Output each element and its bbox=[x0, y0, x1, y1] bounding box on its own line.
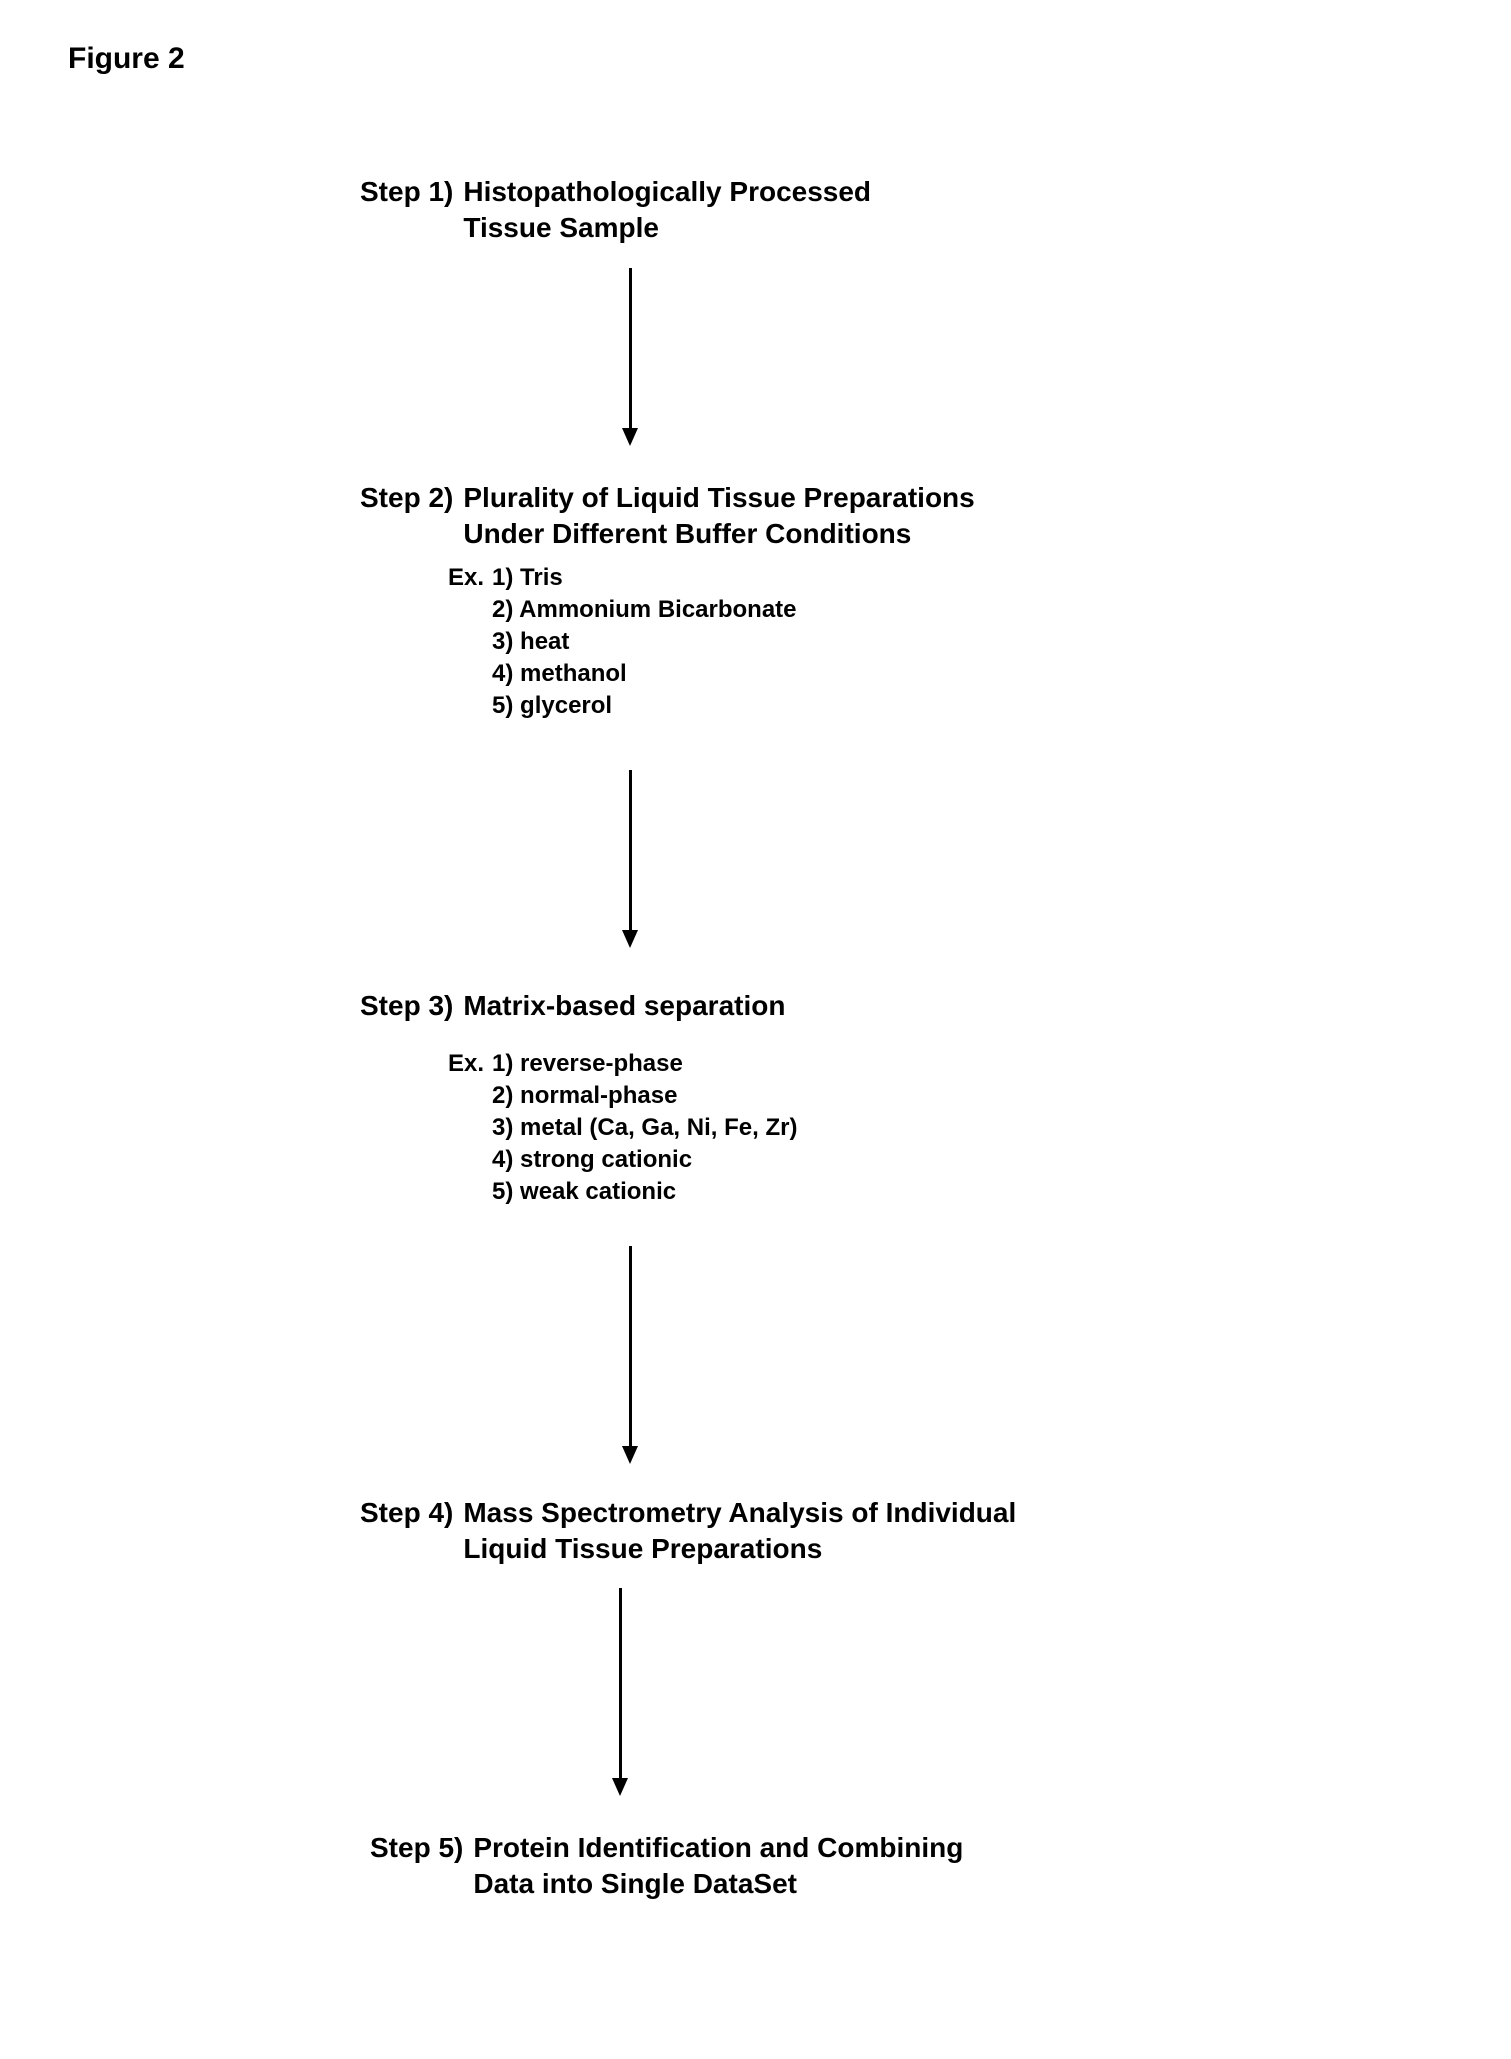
step-number: Step 1) bbox=[360, 174, 453, 210]
step-title-line: Histopathologically Processed bbox=[463, 174, 871, 210]
figure-label: Figure 2 bbox=[68, 42, 185, 76]
example-item: 3) metal (Ca, Ga, Ni, Fe, Zr) bbox=[492, 1112, 797, 1144]
step-header: Step 1) Histopathologically ProcessedTiss… bbox=[360, 174, 871, 246]
arrow-down-icon bbox=[622, 268, 638, 446]
step-title-line: Matrix-based separation bbox=[463, 988, 785, 1024]
step-1: Step 1) Histopathologically ProcessedTiss… bbox=[360, 174, 871, 246]
arrow-line bbox=[629, 770, 632, 930]
step-4: Step 4) Mass Spectrometry Analysis of Ind… bbox=[360, 1495, 1016, 1567]
examples-label: Ex. bbox=[448, 1048, 484, 1080]
arrow-down-icon bbox=[622, 1246, 638, 1464]
arrow-head bbox=[612, 1778, 628, 1796]
arrow-line bbox=[619, 1588, 622, 1778]
step-2: Step 2) Plurality of Liquid Tissue Prepar… bbox=[360, 480, 975, 722]
step-5: Step 5) Protein Identification and Combin… bbox=[370, 1830, 963, 1902]
step-header: Step 5) Protein Identification and Combin… bbox=[370, 1830, 963, 1902]
step-title-line: Data into Single DataSet bbox=[473, 1866, 963, 1902]
step-header: Step 2) Plurality of Liquid Tissue Prepar… bbox=[360, 480, 975, 552]
step-number: Step 5) bbox=[370, 1830, 463, 1866]
step-title: Protein Identification and CombiningData… bbox=[473, 1830, 963, 1902]
examples-row: Ex.1) Tris2) Ammonium Bicarbonate3) heat… bbox=[448, 562, 975, 722]
step-title: Histopathologically ProcessedTissue Samp… bbox=[463, 174, 871, 246]
step-title: Plurality of Liquid Tissue PreparationsU… bbox=[463, 480, 974, 552]
example-item: 2) Ammonium Bicarbonate bbox=[492, 594, 797, 626]
example-item: 5) glycerol bbox=[492, 690, 797, 722]
examples-list: 1) Tris2) Ammonium Bicarbonate3) heat4) … bbox=[492, 562, 797, 722]
step-title-line: Tissue Sample bbox=[463, 210, 871, 246]
step-title: Mass Spectrometry Analysis of Individual… bbox=[463, 1495, 1016, 1567]
example-item: 4) methanol bbox=[492, 658, 797, 690]
step-number: Step 4) bbox=[360, 1495, 453, 1531]
step-title: Matrix-based separation bbox=[463, 988, 785, 1024]
example-item: 1) reverse-phase bbox=[492, 1048, 797, 1080]
step-title-line: Under Different Buffer Conditions bbox=[463, 516, 974, 552]
step-examples: Ex.1) reverse-phase2) normal-phase3) met… bbox=[448, 1048, 797, 1208]
examples-list: 1) reverse-phase2) normal-phase3) metal … bbox=[492, 1048, 797, 1208]
step-examples: Ex.1) Tris2) Ammonium Bicarbonate3) heat… bbox=[448, 562, 975, 722]
arrow-head bbox=[622, 930, 638, 948]
step-title-line: Liquid Tissue Preparations bbox=[463, 1531, 1016, 1567]
step-title-line: Plurality of Liquid Tissue Preparations bbox=[463, 480, 974, 516]
arrow-head bbox=[622, 1446, 638, 1464]
arrow-head bbox=[622, 428, 638, 446]
example-item: 5) weak cationic bbox=[492, 1176, 797, 1208]
step-header: Step 4) Mass Spectrometry Analysis of Ind… bbox=[360, 1495, 1016, 1567]
arrow-line bbox=[629, 268, 632, 428]
step-header: Step 3) Matrix-based separation bbox=[360, 988, 797, 1024]
step-number: Step 2) bbox=[360, 480, 453, 516]
step-title-line: Mass Spectrometry Analysis of Individual bbox=[463, 1495, 1016, 1531]
example-item: 1) Tris bbox=[492, 562, 797, 594]
step-3: Step 3) Matrix-based separation Ex.1) reve… bbox=[360, 988, 797, 1208]
step-number: Step 3) bbox=[360, 988, 453, 1024]
examples-label: Ex. bbox=[448, 562, 484, 594]
arrow-line bbox=[629, 1246, 632, 1446]
arrow-down-icon bbox=[612, 1588, 628, 1796]
examples-row: Ex.1) reverse-phase2) normal-phase3) met… bbox=[448, 1048, 797, 1208]
example-item: 4) strong cationic bbox=[492, 1144, 797, 1176]
example-item: 2) normal-phase bbox=[492, 1080, 797, 1112]
step-title-line: Protein Identification and Combining bbox=[473, 1830, 963, 1866]
arrow-down-icon bbox=[622, 770, 638, 948]
example-item: 3) heat bbox=[492, 626, 797, 658]
